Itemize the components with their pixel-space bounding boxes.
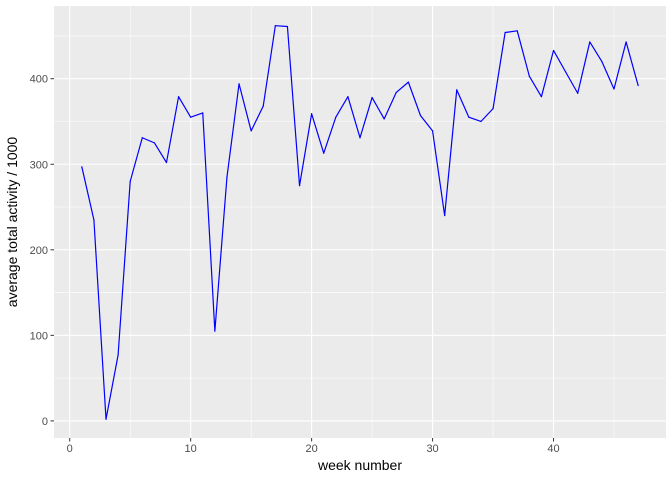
- data-point: [359, 137, 361, 139]
- data-point: [214, 330, 216, 332]
- y-axis-ticks: [50, 78, 54, 422]
- data-point: [286, 25, 289, 28]
- y-tick-label: 300: [30, 159, 48, 171]
- y-tick-label: 0: [42, 416, 48, 428]
- data-point: [383, 118, 385, 120]
- data-point: [105, 418, 107, 420]
- x-tick-label: 30: [426, 443, 438, 455]
- data-point: [298, 185, 301, 187]
- data-point: [540, 96, 543, 98]
- data-point: [468, 116, 470, 118]
- y-axis-tick-labels: 0 100 200 300 400: [30, 74, 48, 428]
- data-point: [504, 31, 506, 34]
- y-axis-title: average total activity / 1000: [4, 137, 20, 308]
- x-tick-label: 0: [67, 443, 73, 455]
- data-point: [153, 142, 155, 144]
- x-axis-tick-labels: 0 10 20 30 40: [67, 443, 560, 455]
- data-point: [371, 96, 373, 99]
- x-tick-label: 40: [547, 443, 559, 455]
- data-point: [395, 91, 397, 93]
- y-tick-label: 400: [30, 74, 48, 86]
- data-point: [516, 30, 518, 32]
- data-point: [528, 75, 530, 77]
- y-tick-label: 200: [30, 245, 48, 257]
- data-point: [323, 152, 325, 154]
- data-point: [274, 25, 276, 27]
- x-tick-label: 10: [185, 443, 197, 455]
- y-tick-label: 100: [30, 330, 48, 342]
- data-point: [480, 120, 482, 123]
- data-point: [407, 81, 409, 83]
- plot-panel: [54, 6, 666, 438]
- data-point: [311, 113, 313, 115]
- data-point: [347, 96, 349, 98]
- x-axis-title: week number: [317, 457, 402, 473]
- data-point: [589, 41, 591, 43]
- data-point: [226, 176, 228, 178]
- data-point: [492, 108, 494, 110]
- data-point: [431, 130, 434, 132]
- data-point: [444, 214, 446, 217]
- data-point: [262, 105, 264, 107]
- data-point: [577, 92, 579, 94]
- data-point: [601, 61, 603, 63]
- data-point: [456, 89, 458, 91]
- data-point: [637, 84, 639, 87]
- data-point: [335, 116, 337, 118]
- data-point: [190, 116, 192, 118]
- data-point: [117, 354, 119, 356]
- data-point: [202, 112, 204, 114]
- data-point: [250, 130, 252, 132]
- data-point: [129, 180, 131, 182]
- data-point: [93, 219, 95, 221]
- data-point: [419, 114, 422, 117]
- major-gridlines: [54, 6, 666, 438]
- data-point: [625, 41, 627, 43]
- x-tick-label: 20: [305, 443, 317, 455]
- data-point: [141, 137, 143, 139]
- data-point: [165, 161, 168, 164]
- minor-gridlines: [54, 6, 666, 438]
- data-point: [552, 49, 555, 52]
- data-point: [177, 96, 180, 98]
- x-axis-ticks: [69, 438, 555, 442]
- data-point: [81, 166, 83, 168]
- data-point: [613, 88, 615, 90]
- data-point: [238, 83, 240, 85]
- series-layer: [81, 25, 639, 420]
- data-point: [565, 71, 567, 73]
